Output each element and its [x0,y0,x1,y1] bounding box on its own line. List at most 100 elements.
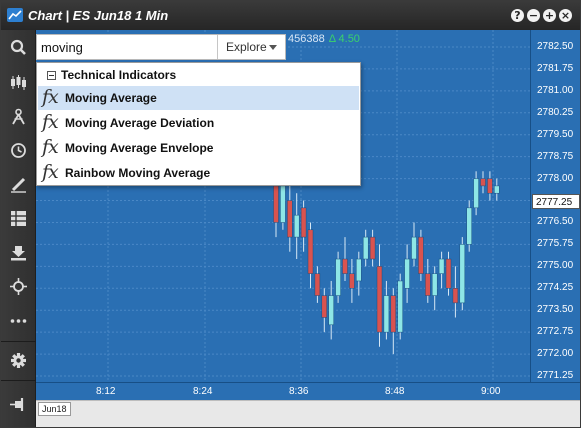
y-tick-label: 2781.00 [537,84,574,96]
y-tick-label: 2775.75 [537,238,574,250]
candle-body [473,178,479,209]
y-tick-label: 2772.75 [537,326,574,338]
y-tick-label: 2780.25 [537,106,574,118]
settings-gear-icon[interactable] [1,346,36,374]
clock-icon[interactable] [1,136,36,164]
time-axis[interactable]: 8:12 8:24 8:36 8:48 9:00 [36,382,580,400]
result-moving-average-deviation[interactable]: fx Moving Average Deviation [38,111,359,135]
download-icon[interactable] [1,238,36,266]
candle-body [494,185,500,194]
range-navigator[interactable]: Jun18 [36,400,580,427]
function-icon: fx [42,136,59,158]
draw-icon[interactable] [1,170,36,198]
more-icon[interactable] [1,306,36,334]
candle-body [307,229,314,274]
result-moving-average-envelope[interactable]: fx Moving Average Envelope [38,136,359,160]
candle-body [314,273,321,296]
y-tick-label: 2773.50 [537,304,574,316]
candle-body [445,258,452,289]
candle-body [425,273,431,296]
candle-body [356,258,362,282]
candle-body [376,266,383,333]
candle-body [466,207,472,245]
x-tick-label: 8:36 [289,386,309,397]
candle-body [390,295,397,333]
group-label: Technical Indicators [61,68,177,82]
result-label: Moving Average Envelope [65,141,214,155]
search-input[interactable] [37,35,215,59]
result-label: Rainbow Moving Average [65,166,211,180]
window-title: Chart | ES Jun18 1 Min [28,8,169,23]
candle-body [480,178,486,187]
y-tick-label: 2779.50 [537,128,574,140]
maximize-icon[interactable]: + [543,9,556,22]
layout-icon[interactable] [1,204,36,232]
chart-app-icon [7,8,23,22]
chart-type-icon[interactable] [1,68,36,96]
indicators-icon[interactable] [1,102,36,130]
candle-body [280,185,286,223]
readout-change: Δ 4.50 [328,33,360,45]
candlestick-chart[interactable] [36,30,530,382]
contract-label: Jun18 [38,402,71,416]
collapse-icon[interactable] [47,71,56,80]
explore-button[interactable]: Explore [217,35,285,59]
candle-body [452,288,459,304]
indicator-search-bar: Explore [36,34,286,60]
result-label: Moving Average [65,91,157,105]
result-rainbow-moving-average[interactable]: fx Rainbow Moving Average [38,161,359,185]
x-tick-label: 8:24 [193,386,213,397]
candle-body [411,236,417,260]
toolbar-divider [1,380,36,381]
function-icon: fx [42,111,59,133]
function-icon: fx [42,161,59,183]
candle-body [431,273,438,296]
results-group-header[interactable]: Technical Indicators [37,66,360,86]
title-bar[interactable]: Chart | ES Jun18 1 Min ? − + × [1,1,580,30]
y-tick-label: 2781.75 [537,62,574,74]
candle-body [438,258,445,274]
candle-body [362,236,369,260]
help-icon[interactable]: ? [511,9,524,22]
explore-label: Explore [226,40,267,54]
candle-body [369,236,376,260]
candle-body [293,214,300,238]
readout-value: 456388 [288,33,325,45]
y-tick-label: 2774.25 [537,282,574,294]
minimize-icon[interactable]: − [527,9,540,22]
function-icon: fx [42,86,59,108]
toolbar-divider [1,341,36,342]
last-price-label: 2777.25 [532,193,580,209]
candle-body [342,258,348,274]
search-results-dropdown: Technical Indicators fx Moving Average f… [36,62,361,186]
candle-body [300,207,307,238]
candle-body [404,258,410,289]
candle-body [397,280,403,333]
candle-body [349,273,355,289]
left-toolbar [1,30,36,427]
candle-body [335,258,341,296]
candle-body [459,244,466,304]
y-tick-label: 2778.75 [537,150,574,162]
close-icon[interactable]: × [559,9,572,22]
y-tick-label: 2772.00 [537,348,574,360]
candle-body [273,185,279,223]
y-tick-label: 2775.00 [537,260,574,272]
x-tick-label: 9:00 [481,386,501,397]
candle-body [328,295,334,326]
candle-body [321,295,328,318]
x-tick-label: 8:48 [385,386,405,397]
result-moving-average[interactable]: fx Moving Average [38,86,359,110]
candle-body [418,236,424,274]
y-tick-label: 2776.50 [537,216,574,228]
candle-body [487,178,493,194]
crosshair-icon[interactable] [1,272,36,300]
y-tick-label: 2778.00 [537,172,574,184]
search-icon[interactable] [1,33,36,61]
x-tick-label: 8:12 [96,386,116,397]
candle-body [383,295,390,333]
caret-down-icon [269,45,277,50]
pin-icon[interactable] [1,390,36,418]
price-readout: 456388 Δ 4.50 [288,33,360,45]
